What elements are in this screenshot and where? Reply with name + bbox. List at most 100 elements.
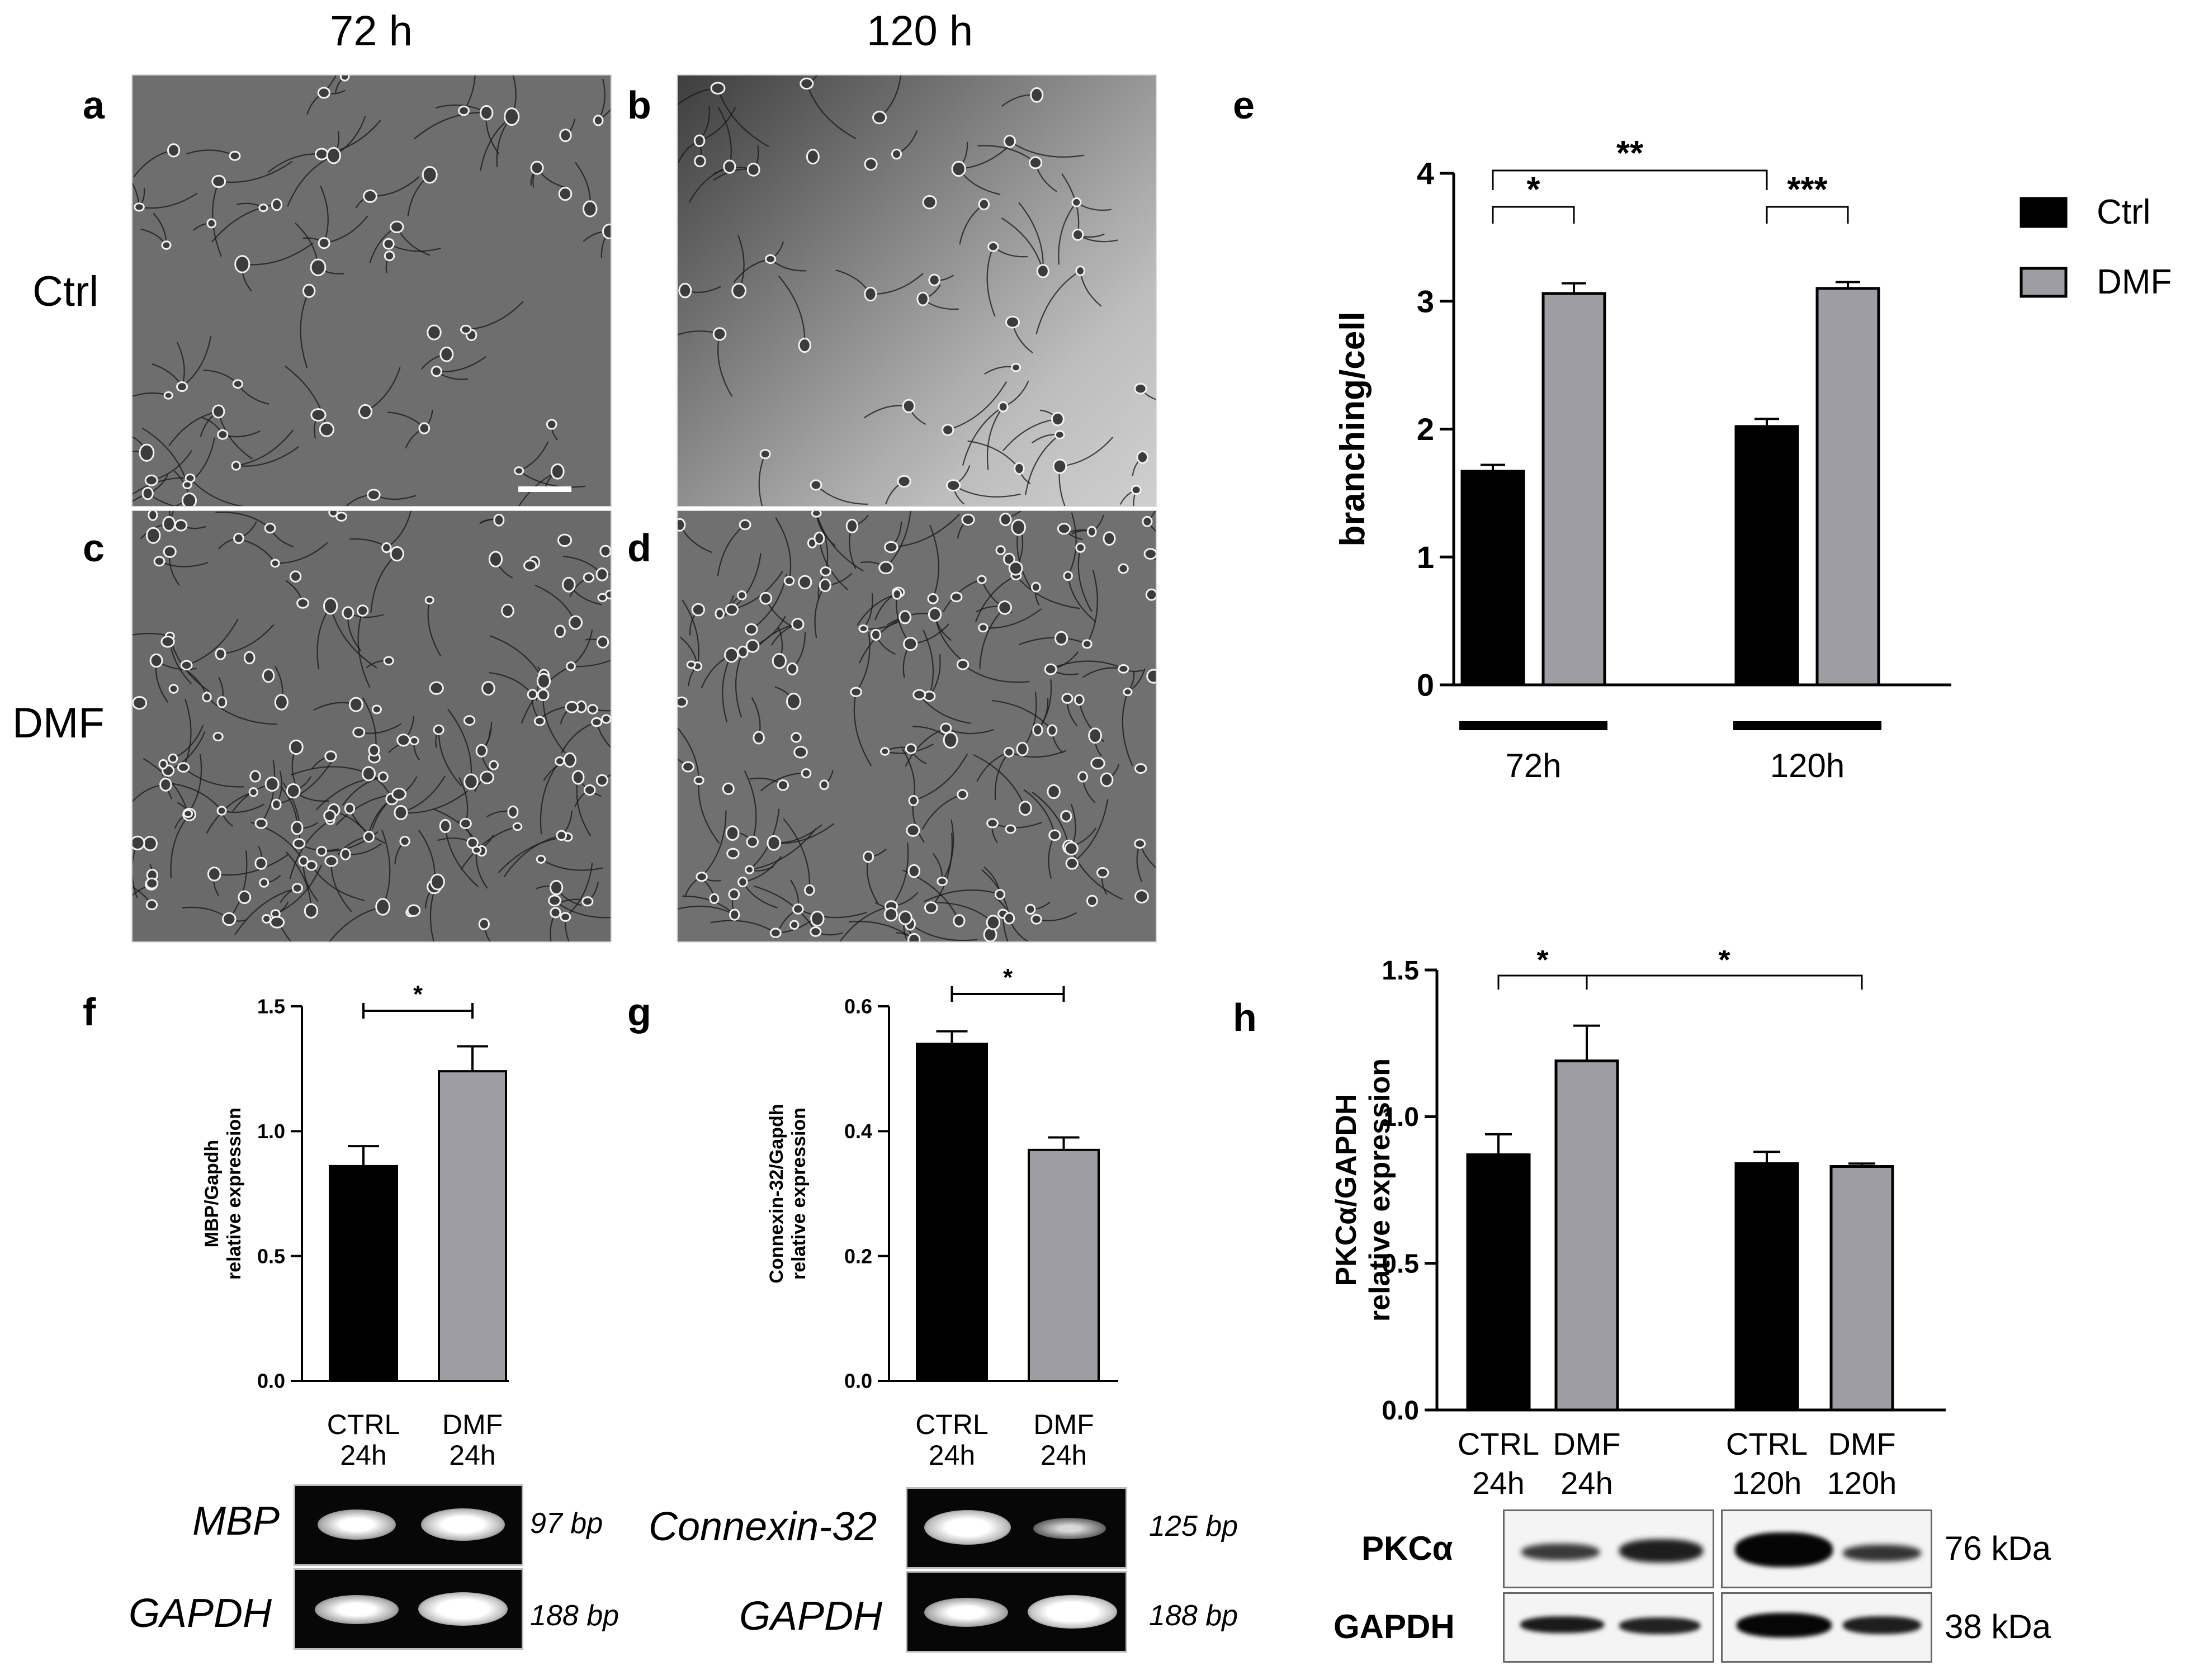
cell-process	[733, 258, 771, 283]
y-tick-label: 3	[1417, 283, 1434, 319]
gel-g-top-label: Connexin-32	[649, 1504, 877, 1549]
cell-process	[143, 758, 189, 814]
cell-body	[715, 608, 725, 619]
cell-process	[311, 865, 365, 901]
cell-process	[1001, 217, 1044, 272]
cell-process	[1076, 201, 1112, 211]
cell-body	[800, 77, 814, 90]
cell-body	[134, 202, 145, 212]
cell-body	[1118, 664, 1129, 674]
cell-body	[769, 927, 782, 938]
cell-body	[153, 556, 165, 567]
cell-body	[1064, 841, 1079, 856]
cell-body	[728, 888, 740, 901]
cell-body	[216, 696, 228, 708]
cell-body	[956, 659, 970, 670]
cell-body	[358, 404, 373, 419]
cell-process	[206, 697, 278, 725]
cell-body	[1048, 829, 1061, 841]
cell-body	[1054, 430, 1065, 439]
cell-body	[1131, 485, 1142, 495]
cell-body	[258, 204, 268, 212]
cell-body	[1003, 747, 1015, 758]
cell-process	[870, 273, 924, 295]
cell-body	[478, 918, 490, 930]
cell-body	[745, 639, 760, 653]
cell-process	[1139, 843, 1156, 869]
cell-body	[986, 915, 1001, 930]
cell-body	[202, 692, 212, 703]
cell-process	[775, 517, 792, 581]
sig-bracket-120h	[1766, 206, 1849, 224]
cell-body	[878, 561, 893, 575]
cell-body	[777, 779, 789, 791]
cell-process	[444, 826, 479, 887]
bar-dmf-120h	[1829, 1165, 1894, 1412]
cell-process	[133, 633, 171, 637]
cell-body	[601, 714, 611, 724]
cell-process	[1005, 511, 1022, 520]
cell-body	[791, 732, 802, 743]
cell-body	[927, 593, 939, 604]
cell-body	[957, 789, 968, 800]
cell-process	[480, 116, 512, 171]
cell-process	[1058, 466, 1066, 506]
cell-process	[159, 560, 209, 567]
cell-process	[863, 405, 909, 419]
cell-body	[891, 148, 902, 160]
cell-body	[1145, 588, 1156, 601]
cell-process	[133, 392, 169, 397]
cell-body	[884, 541, 898, 553]
cell-process	[1147, 521, 1156, 532]
cell-body	[1003, 912, 1015, 925]
cell-body	[772, 653, 787, 669]
cell-body	[310, 408, 327, 422]
cell-body	[725, 603, 739, 616]
cell-body	[1044, 663, 1057, 675]
cell-process	[240, 538, 276, 564]
western-band	[1619, 1617, 1700, 1634]
cell-body	[571, 770, 585, 785]
cell-process	[678, 905, 735, 916]
cell-body	[599, 545, 611, 557]
cell-process	[183, 766, 244, 788]
cell-body	[1036, 264, 1049, 278]
cell-body	[234, 255, 250, 273]
cell-process	[211, 204, 277, 243]
western-top-right	[1721, 1509, 1932, 1588]
y-tick-label: 0.5	[257, 1244, 285, 1267]
cell-body	[357, 604, 369, 617]
cell-body	[1051, 411, 1065, 427]
cell-body	[431, 366, 442, 377]
sig-bracket-ctrl	[1492, 169, 1768, 190]
cell-process	[400, 791, 469, 814]
cell-body	[433, 724, 444, 735]
cell-process	[953, 485, 1021, 498]
cell-process	[329, 906, 383, 941]
gel-band	[318, 1509, 396, 1540]
cell-process	[848, 921, 915, 940]
cell-process	[592, 708, 611, 712]
cell-body	[371, 704, 382, 714]
cell-body	[810, 911, 825, 927]
sig-bracket-dmf	[1586, 974, 1863, 990]
cell-body	[928, 273, 940, 287]
cell-body	[1100, 772, 1114, 787]
cell-body	[693, 134, 706, 147]
cell-body	[897, 475, 911, 488]
cell-process	[1058, 202, 1077, 265]
cell-body	[556, 830, 567, 841]
cell-process	[682, 599, 699, 666]
cell-process	[678, 87, 718, 106]
cell-body	[898, 610, 912, 624]
cell-body	[1118, 563, 1129, 574]
cell-process	[731, 553, 762, 611]
cell-body	[978, 623, 989, 633]
cell-process	[678, 727, 700, 780]
cell-body	[583, 572, 595, 583]
western-top-left	[1503, 1509, 1714, 1588]
cell-process	[991, 699, 1053, 731]
x-category-label: 72h	[1505, 747, 1561, 784]
cell-body	[1134, 839, 1146, 849]
cell-body	[479, 105, 494, 121]
